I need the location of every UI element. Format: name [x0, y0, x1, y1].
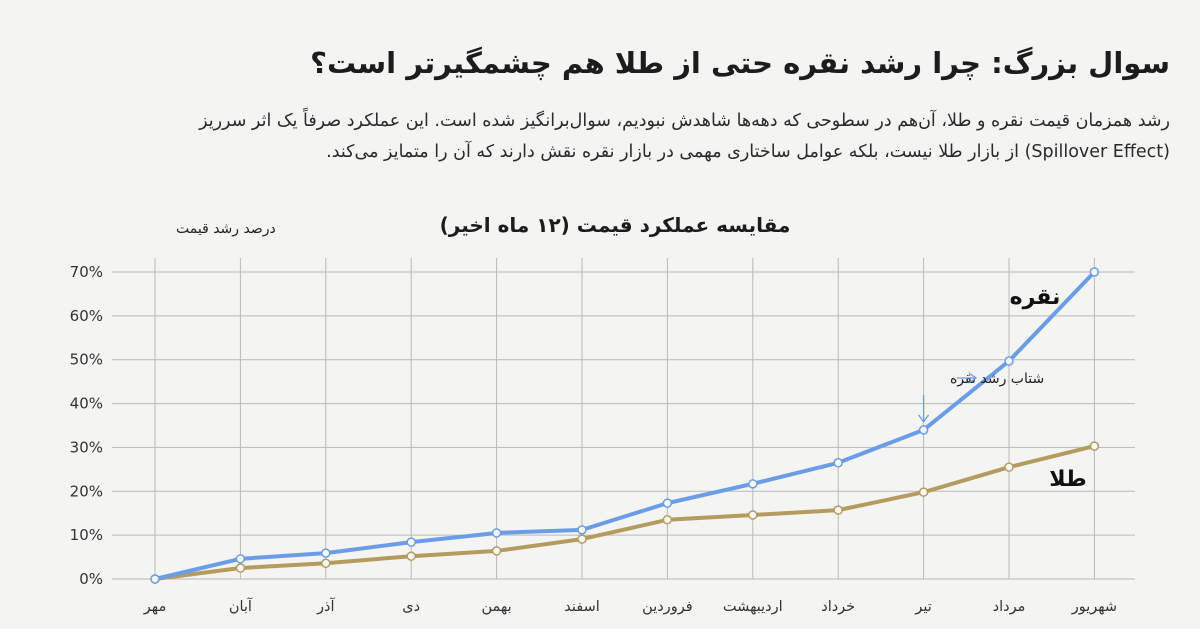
y-tick-label: 70%	[70, 263, 103, 281]
arrow-down-icon	[918, 414, 930, 424]
x-tick-label: دی	[402, 599, 420, 615]
series-line-gold	[153, 444, 1097, 581]
x-tick-label: آبان	[229, 597, 253, 615]
data-point-silver	[577, 525, 587, 535]
data-point-gold	[1089, 441, 1100, 451]
y-tick-label: 10%	[70, 526, 103, 544]
data-point-silver	[1004, 356, 1014, 366]
data-point-gold	[662, 515, 673, 525]
x-tick-label: مرداد	[993, 599, 1026, 615]
y-tick-label: 30%	[70, 438, 103, 456]
intro-paragraph: رشد همزمان قیمت نقره و طلا، آن‌هم در سطو…	[20, 106, 1170, 168]
data-point-gold	[1004, 462, 1014, 472]
x-tick-label: آذر	[316, 597, 335, 615]
paragraph-line: (Spillover Effect) از بازار طلا نیست، بل…	[326, 142, 1170, 162]
data-point-silver	[235, 554, 246, 564]
series-label-silver: نقره	[1010, 285, 1061, 310]
chart-title: مقایسه عملکرد قیمت (۱۲ ماه اخیر)	[440, 213, 791, 237]
y-axis-label: درصد رشد قیمت	[176, 221, 276, 237]
data-point-silver	[748, 479, 758, 489]
y-tick-label: 20%	[70, 482, 103, 500]
data-point-gold	[833, 505, 843, 515]
x-tick-label: بهمن	[482, 599, 512, 615]
paragraph-line: رشد همزمان قیمت نقره و طلا، آن‌هم در سطو…	[199, 111, 1170, 131]
y-tick-label: 0%	[79, 570, 103, 588]
x-tick-label: خرداد	[821, 599, 855, 615]
data-point-silver	[662, 498, 673, 508]
data-point-gold	[918, 487, 929, 497]
data-point-silver	[833, 458, 843, 468]
x-tick-label: مهر	[143, 599, 166, 615]
data-point-gold	[491, 546, 502, 556]
x-tick-label: اسفند	[564, 599, 600, 615]
annotation-label: شتاب رشد نقره	[950, 371, 1044, 387]
data-point-silver	[150, 574, 160, 584]
data-point-gold	[406, 551, 416, 561]
series-label-gold: طلا	[1049, 467, 1086, 492]
series-line-silver	[153, 270, 1097, 581]
y-tick-label: 60%	[70, 307, 103, 325]
data-point-silver	[491, 528, 502, 538]
y-tick-label: 50%	[70, 351, 103, 369]
x-tick-label: تیر	[914, 599, 931, 615]
data-point-silver	[1089, 267, 1100, 277]
data-point-silver	[321, 548, 331, 558]
data-point-gold	[748, 510, 758, 520]
data-point-gold	[235, 563, 246, 573]
data-point-gold	[321, 558, 331, 568]
x-tick-label: شهریور	[1071, 599, 1117, 615]
data-point-gold	[577, 534, 587, 544]
page-title: سوال بزرگ: چرا رشد نقره حتی از طلا هم چش…	[310, 46, 1170, 80]
y-tick-label: 40%	[70, 395, 103, 413]
arrow-right-icon	[968, 372, 978, 384]
data-point-silver	[918, 425, 929, 435]
data-point-silver	[406, 537, 416, 547]
x-tick-label: اردیبهشت	[723, 599, 783, 615]
x-tick-label: فروردین	[642, 599, 692, 615]
